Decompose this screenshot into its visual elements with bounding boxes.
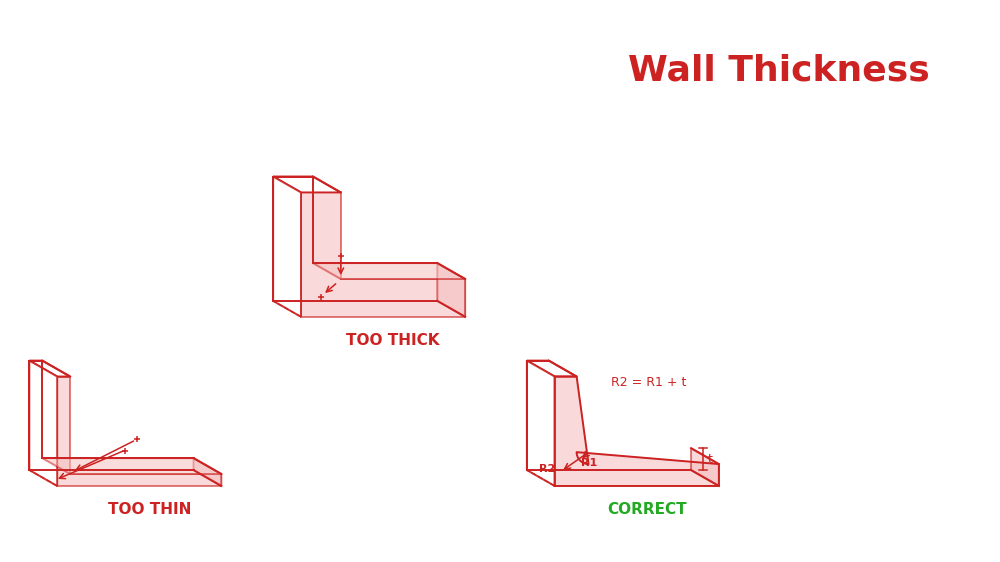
Text: TOO THICK: TOO THICK: [346, 333, 440, 348]
Polygon shape: [313, 263, 465, 279]
Polygon shape: [527, 361, 577, 377]
Polygon shape: [29, 361, 70, 377]
Polygon shape: [691, 448, 719, 486]
Polygon shape: [273, 176, 341, 192]
Polygon shape: [273, 176, 301, 317]
Text: Wall Thickness: Wall Thickness: [628, 53, 929, 87]
Polygon shape: [57, 377, 221, 486]
Text: R2 = R1 + t: R2 = R1 + t: [611, 377, 687, 389]
Text: t: t: [708, 452, 713, 465]
Text: CORRECT: CORRECT: [607, 502, 687, 517]
Polygon shape: [527, 361, 555, 486]
Polygon shape: [437, 263, 465, 317]
Polygon shape: [555, 377, 719, 486]
Polygon shape: [29, 361, 57, 486]
Text: R2: R2: [539, 464, 555, 474]
Polygon shape: [194, 458, 221, 486]
Text: TOO THIN: TOO THIN: [108, 502, 191, 517]
Polygon shape: [301, 192, 465, 317]
Polygon shape: [42, 458, 221, 474]
Text: R1: R1: [581, 457, 597, 468]
